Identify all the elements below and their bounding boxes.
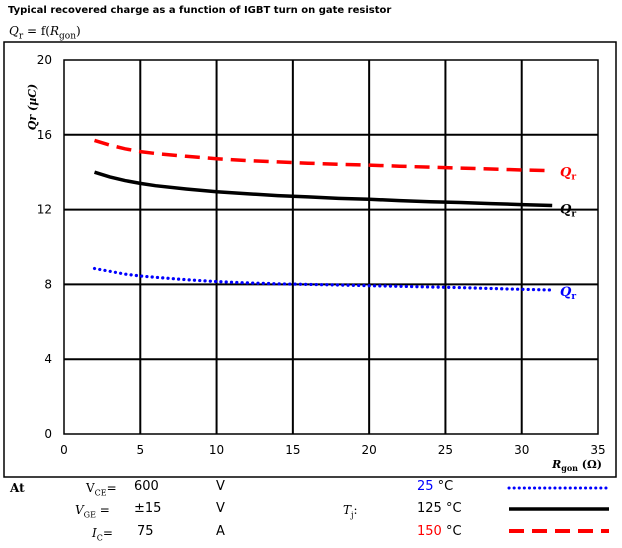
x-tick-label: 35 [590,443,605,457]
x-tick-label: 25 [438,443,453,457]
vce-sub: CE [94,488,107,498]
chart-title: Typical recovered charge as a function o… [8,5,392,16]
ic-label: IC= [92,526,113,542]
temp-25-unit: °C [433,479,454,494]
vge-value: ±15 [134,501,162,516]
ic-value: 75 [137,524,154,539]
plot-area [63,59,599,435]
vge-label: VGE = [75,503,110,519]
vce-label: VCE= [86,481,117,497]
vce-unit: V [216,479,225,494]
ic-sub: C [96,533,103,543]
ic-symbol: I [92,526,97,540]
y-axis-label: Qr (µC) [26,84,39,130]
temp-125-value: 125 [417,501,442,516]
vce-symbol: V [86,481,95,495]
temp-150-unit: °C [441,524,462,539]
vge-sub: GE [83,510,96,520]
y-tick-label: 8 [44,277,52,291]
series-line-25c [92,266,554,292]
tj-label: Tj: [343,503,358,519]
x-axis-label: Rgon (Ω) [551,458,602,473]
temp-25-value: 25 [417,479,434,494]
y-tick-label: 0 [44,427,52,441]
formula-q-sub: r [18,31,24,42]
y-tick-label: 4 [44,352,52,366]
temp-125-unit: °C [441,501,462,516]
temp-150-value: 150 [417,524,442,539]
vge-symbol: V [75,503,84,517]
series-label: Qr [560,202,576,219]
formula-mid: = f( [23,24,50,38]
vce-value: 600 [134,479,159,494]
x-tick-label: 15 [285,443,300,457]
tj-sub: j [351,510,354,520]
formula-r: R [49,24,60,38]
formula-q: Q [9,24,19,38]
temp-150: 150 °C [417,524,462,539]
ic-eq: = [102,526,113,540]
vge-eq: = [95,503,110,517]
temp-25: 25 °C [417,479,453,494]
formula-suffix: ) [76,24,81,38]
conditions-at-label: At [10,481,25,495]
tj-eq: : [353,503,358,517]
tj-symbol: T [343,503,352,517]
series-line-125c [93,170,553,208]
series-line-150c [93,138,553,173]
series-label: Qr [560,285,576,302]
y-tick-label: 16 [37,128,52,142]
x-tick-label: 30 [514,443,529,457]
legend-swatches [507,486,611,533]
series-label: Qr [560,166,576,183]
formula-r-sub: gon [59,31,76,42]
temp-125: 125 °C [417,501,462,516]
x-tick-label: 10 [209,443,224,457]
y-tick-label: 20 [37,53,52,67]
x-tick-label: 20 [362,443,377,457]
vge-unit: V [216,501,225,516]
ic-unit: A [216,524,225,539]
chart-svg: 0 5 10 15 20 25 30 35 0 4 8 12 16 20 Qr (µC) Rgon (Ω) Qr… [3,41,617,478]
chart-formula: Qr = f(Rgon) [9,24,81,41]
vce-eq: = [106,481,117,495]
x-tick-label: 5 [136,443,144,457]
y-tick-label: 12 [37,203,52,217]
chart-frame [3,41,617,478]
x-tick-label: 0 [60,443,68,457]
